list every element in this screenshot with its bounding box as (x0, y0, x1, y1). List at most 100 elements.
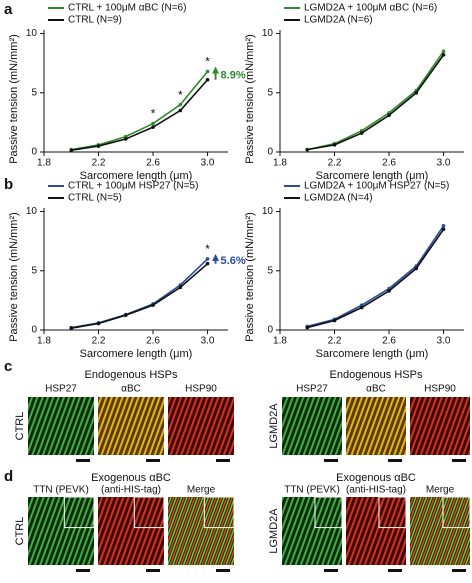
y-axis-label: Passive tension (mN/mm²) (8, 34, 20, 164)
inset (378, 496, 407, 529)
micrograph (98, 497, 164, 565)
legend-label: CTRL + 100μM HSP27 (N=5) (68, 181, 198, 192)
data-point (387, 289, 391, 293)
column-label: HSP27 (296, 384, 328, 395)
y-tick-label: 0 (267, 147, 273, 158)
panel-heading: Endogenous HSPs (85, 369, 178, 381)
x-axis-label: Sarcomere length (μm) (316, 348, 429, 360)
data-point (178, 285, 183, 290)
data-point (178, 108, 183, 113)
scale-bar (452, 569, 466, 572)
y-tick-label: 0 (31, 325, 37, 336)
x-tick-label: 2.2 (328, 158, 342, 169)
inset (133, 496, 165, 529)
series-line (71, 70, 209, 151)
micrograph (410, 397, 470, 455)
significance-star: * (205, 242, 210, 256)
x-tick-label: 1.8 (37, 336, 51, 347)
y-axis-label: Passive tension (mN/mm²) (8, 212, 20, 342)
change-arrowhead (212, 66, 220, 74)
row-label: CTRL (14, 517, 26, 546)
legend-label: CTRL (N=9) (68, 15, 122, 26)
scale-bar (216, 459, 230, 462)
data-point (205, 257, 210, 261)
series-line (307, 228, 445, 329)
column-label: αBC (366, 384, 386, 395)
data-point (441, 49, 446, 54)
legend-label: LGMD2A + 100μM HSP27 (N=5) (304, 181, 449, 192)
x-tick-label: 2.6 (382, 158, 396, 169)
scale-bar (324, 569, 338, 572)
legend-label: LGMD2A (N=4) (304, 193, 373, 204)
change-label: 8.9% (221, 70, 246, 82)
x-tick-label: 3.0 (437, 158, 451, 169)
x-tick-label: 2.6 (382, 336, 396, 347)
panel-heading: Endogenous HSPs (330, 369, 423, 381)
data-point (96, 144, 101, 148)
column-label: TTN (PEVK) (284, 485, 340, 496)
x-tick-label: 2.6 (146, 336, 160, 347)
series-line (71, 263, 209, 330)
micrograph (282, 497, 342, 565)
column-label: Merge (426, 485, 455, 496)
change-label: 5.6% (221, 255, 246, 267)
data-point (441, 223, 446, 228)
y-tick-label: 5 (31, 265, 37, 276)
micrograph (168, 497, 234, 565)
data-point (205, 77, 210, 82)
panel-label: d (4, 468, 13, 485)
scale-bar (76, 569, 90, 572)
data-point (69, 148, 74, 153)
y-tick-label: 5 (267, 87, 273, 98)
scale-bar (388, 459, 402, 462)
column-label: Merge (187, 485, 216, 496)
column-label: HSP27 (45, 384, 77, 395)
x-axis-label: Sarcomere length (μm) (80, 170, 193, 182)
significance-star: * (205, 55, 210, 69)
x-tick-label: 1.8 (273, 158, 287, 169)
micrograph (28, 397, 94, 455)
scale-bar (216, 569, 230, 572)
series-line (307, 225, 445, 328)
y-tick-label: 10 (262, 206, 274, 217)
scale-bar (146, 459, 160, 462)
data-point (151, 303, 155, 307)
significance-star: * (178, 88, 183, 102)
panel-label: c (4, 358, 12, 375)
legend-label: LGMD2A (N=6) (304, 15, 373, 26)
data-point (441, 227, 446, 232)
micrograph (346, 397, 406, 455)
y-tick-label: 10 (26, 206, 38, 217)
data-point (205, 261, 210, 266)
column-label: αBC (121, 384, 141, 395)
inset (63, 496, 95, 529)
data-point (387, 113, 391, 118)
column-label: (anti-HIS-tag) (101, 485, 161, 496)
x-tick-label: 2.2 (92, 336, 106, 347)
data-point (305, 147, 310, 152)
x-tick-label: 2.2 (328, 336, 342, 347)
data-point (359, 305, 364, 310)
data-point (305, 325, 310, 330)
x-tick-label: 3.0 (201, 158, 215, 169)
x-tick-label: 2.2 (92, 158, 106, 169)
x-axis-label: Sarcomere length (μm) (316, 170, 429, 182)
row-label: LGMD2A (268, 403, 280, 449)
x-tick-label: 1.8 (37, 158, 51, 169)
series-line (307, 50, 445, 151)
micrograph (346, 497, 406, 565)
x-tick-label: 1.8 (273, 336, 287, 347)
y-tick-label: 0 (267, 325, 273, 336)
data-point (332, 143, 337, 147)
data-point (123, 137, 128, 141)
x-tick-label: 3.0 (201, 336, 215, 347)
y-tick-label: 10 (262, 28, 274, 39)
scale-bar (324, 459, 338, 462)
panel-label: b (4, 176, 13, 193)
data-point (205, 69, 210, 74)
inset (442, 496, 471, 529)
column-label: HSP90 (185, 384, 217, 395)
panel-heading: Exogenous αBC (91, 472, 171, 484)
data-point (96, 321, 101, 326)
